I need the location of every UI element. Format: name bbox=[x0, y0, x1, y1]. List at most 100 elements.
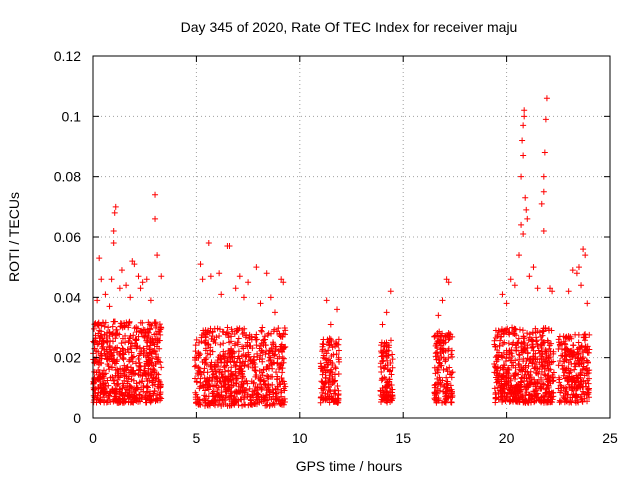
roti-point bbox=[516, 356, 523, 363]
roti-point bbox=[146, 393, 153, 400]
roti-point bbox=[532, 329, 539, 336]
roti-point bbox=[269, 348, 276, 355]
roti-point bbox=[91, 368, 98, 375]
roti-point bbox=[510, 362, 517, 369]
x-tick-label: 25 bbox=[602, 430, 618, 446]
roti-point bbox=[581, 337, 588, 344]
roti-point bbox=[129, 358, 136, 365]
roti-point bbox=[149, 355, 156, 362]
roti-point bbox=[247, 396, 254, 403]
roti-point bbox=[495, 327, 502, 334]
roti-point bbox=[545, 383, 552, 390]
roti-point bbox=[321, 380, 328, 387]
roti-point bbox=[157, 384, 164, 391]
roti-point bbox=[272, 347, 279, 354]
roti-point bbox=[538, 376, 545, 383]
roti-point bbox=[280, 279, 287, 286]
roti-point bbox=[158, 324, 165, 331]
roti-point bbox=[202, 345, 209, 352]
roti-point bbox=[110, 240, 117, 247]
roti-point bbox=[327, 368, 334, 375]
roti-point bbox=[279, 369, 286, 376]
roti-point bbox=[207, 344, 214, 351]
roti-point bbox=[132, 336, 139, 343]
y-axis-label: ROTI / TECUs bbox=[6, 192, 22, 282]
roti-point bbox=[112, 393, 119, 400]
roti-point bbox=[433, 397, 440, 404]
roti-point bbox=[282, 327, 289, 334]
roti-point bbox=[538, 359, 545, 366]
roti-point bbox=[514, 385, 521, 392]
roti-point bbox=[121, 371, 128, 378]
roti-point bbox=[431, 364, 438, 371]
roti-point bbox=[567, 356, 574, 363]
roti-point bbox=[240, 380, 247, 387]
roti-point bbox=[116, 374, 123, 381]
roti-point bbox=[529, 330, 536, 337]
roti-point bbox=[436, 387, 443, 394]
roti-point bbox=[536, 349, 543, 356]
roti-point bbox=[220, 380, 227, 387]
roti-point bbox=[542, 348, 549, 355]
roti-point bbox=[530, 264, 537, 271]
roti-point bbox=[158, 273, 165, 280]
roti-point bbox=[325, 347, 332, 354]
roti-point bbox=[323, 350, 330, 357]
roti-point bbox=[109, 373, 116, 380]
roti-point bbox=[157, 359, 164, 366]
roti-point bbox=[524, 355, 531, 362]
roti-point bbox=[496, 328, 503, 335]
roti-point bbox=[502, 326, 509, 333]
roti-point bbox=[267, 354, 274, 361]
roti-point bbox=[571, 366, 578, 373]
roti-point bbox=[120, 382, 127, 389]
y-tick-label: 0 bbox=[73, 410, 81, 426]
roti-point bbox=[575, 399, 582, 406]
roti-point bbox=[280, 378, 287, 385]
roti-point bbox=[569, 267, 576, 274]
roti-point bbox=[156, 345, 163, 352]
roti-point bbox=[133, 380, 140, 387]
roti-point bbox=[106, 346, 113, 353]
roti-point bbox=[208, 366, 215, 373]
roti-point bbox=[228, 333, 235, 340]
roti-point bbox=[243, 332, 250, 339]
roti-point bbox=[560, 372, 567, 379]
roti-point bbox=[135, 366, 142, 373]
roti-point bbox=[158, 364, 165, 371]
roti-point bbox=[242, 401, 249, 408]
roti-point bbox=[540, 227, 547, 234]
roti-point bbox=[118, 340, 125, 347]
roti-point bbox=[385, 347, 392, 354]
roti-point bbox=[96, 374, 103, 381]
roti-point bbox=[139, 319, 146, 326]
roti-point bbox=[439, 347, 446, 354]
roti-point bbox=[202, 402, 209, 409]
roti-point bbox=[197, 383, 204, 390]
roti-point bbox=[509, 330, 516, 337]
roti-point bbox=[110, 377, 117, 384]
roti-point bbox=[115, 399, 122, 406]
roti-point bbox=[216, 352, 223, 359]
roti-point bbox=[258, 348, 265, 355]
roti-point bbox=[334, 382, 341, 389]
roti-point bbox=[566, 370, 573, 377]
roti-point bbox=[261, 336, 268, 343]
roti-point bbox=[335, 336, 342, 343]
roti-point bbox=[152, 191, 159, 198]
roti-point bbox=[193, 354, 200, 361]
roti-point bbox=[278, 276, 285, 283]
roti-point bbox=[149, 335, 156, 342]
roti-point bbox=[269, 365, 276, 372]
roti-point bbox=[512, 397, 519, 404]
roti-point bbox=[379, 321, 386, 328]
roti-point bbox=[249, 388, 256, 395]
roti-point bbox=[531, 365, 538, 372]
roti-point bbox=[572, 379, 579, 386]
roti-point bbox=[130, 332, 137, 339]
roti-point bbox=[522, 368, 529, 375]
roti-point bbox=[524, 381, 531, 388]
roti-point bbox=[154, 392, 161, 399]
roti-point bbox=[573, 270, 580, 277]
roti-point bbox=[556, 342, 563, 349]
